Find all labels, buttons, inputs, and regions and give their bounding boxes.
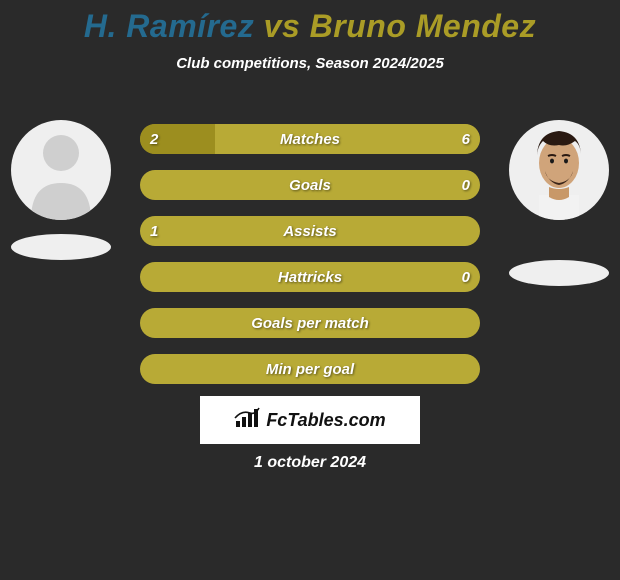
bar-label: Matches [140, 124, 480, 154]
brand-chart-icon [234, 407, 260, 434]
bar-label: Goals [140, 170, 480, 200]
bar-label: Min per goal [140, 354, 480, 384]
player-right-flag-pill [509, 260, 609, 286]
bar-label: Goals per match [140, 308, 480, 338]
stat-bars: Matches26Goals0Assists1Hattricks0Goals p… [140, 124, 480, 384]
stat-bar: Assists1 [140, 216, 480, 246]
player-right-avatar [509, 120, 609, 220]
bar-value-left: 1 [140, 216, 168, 246]
player-photo-icon [519, 125, 599, 220]
brand-text: FcTables.com [266, 410, 385, 431]
stat-bar: Min per goal [140, 354, 480, 384]
stat-bar: Goals0 [140, 170, 480, 200]
bar-value-left: 2 [140, 124, 168, 154]
title-player-right: Bruno Mendez [310, 8, 536, 44]
player-left-avatar [11, 120, 111, 220]
bar-value-right: 6 [452, 124, 480, 154]
player-left-column [6, 120, 116, 260]
player-left-team-pill [11, 234, 111, 260]
stat-bar: Goals per match [140, 308, 480, 338]
player-right-column [504, 120, 614, 286]
title-player-left: H. Ramírez [84, 8, 254, 44]
subtitle: Club competitions, Season 2024/2025 [0, 55, 620, 72]
bar-label: Hattricks [140, 262, 480, 292]
bar-value-right: 0 [452, 170, 480, 200]
stat-bar: Matches2 6 [140, 124, 480, 154]
stat-bar: Hattricks0 [140, 262, 480, 292]
title-vs: vs [264, 8, 310, 44]
comparison-title: H. Ramírez vs Bruno Mendez [0, 0, 620, 45]
brand-box: FcTables.com [200, 396, 420, 444]
bar-value-right: 0 [452, 262, 480, 292]
bar-label: Assists [140, 216, 480, 246]
silhouette-icon [21, 125, 101, 220]
date-label: 1 october 2024 [0, 454, 620, 472]
